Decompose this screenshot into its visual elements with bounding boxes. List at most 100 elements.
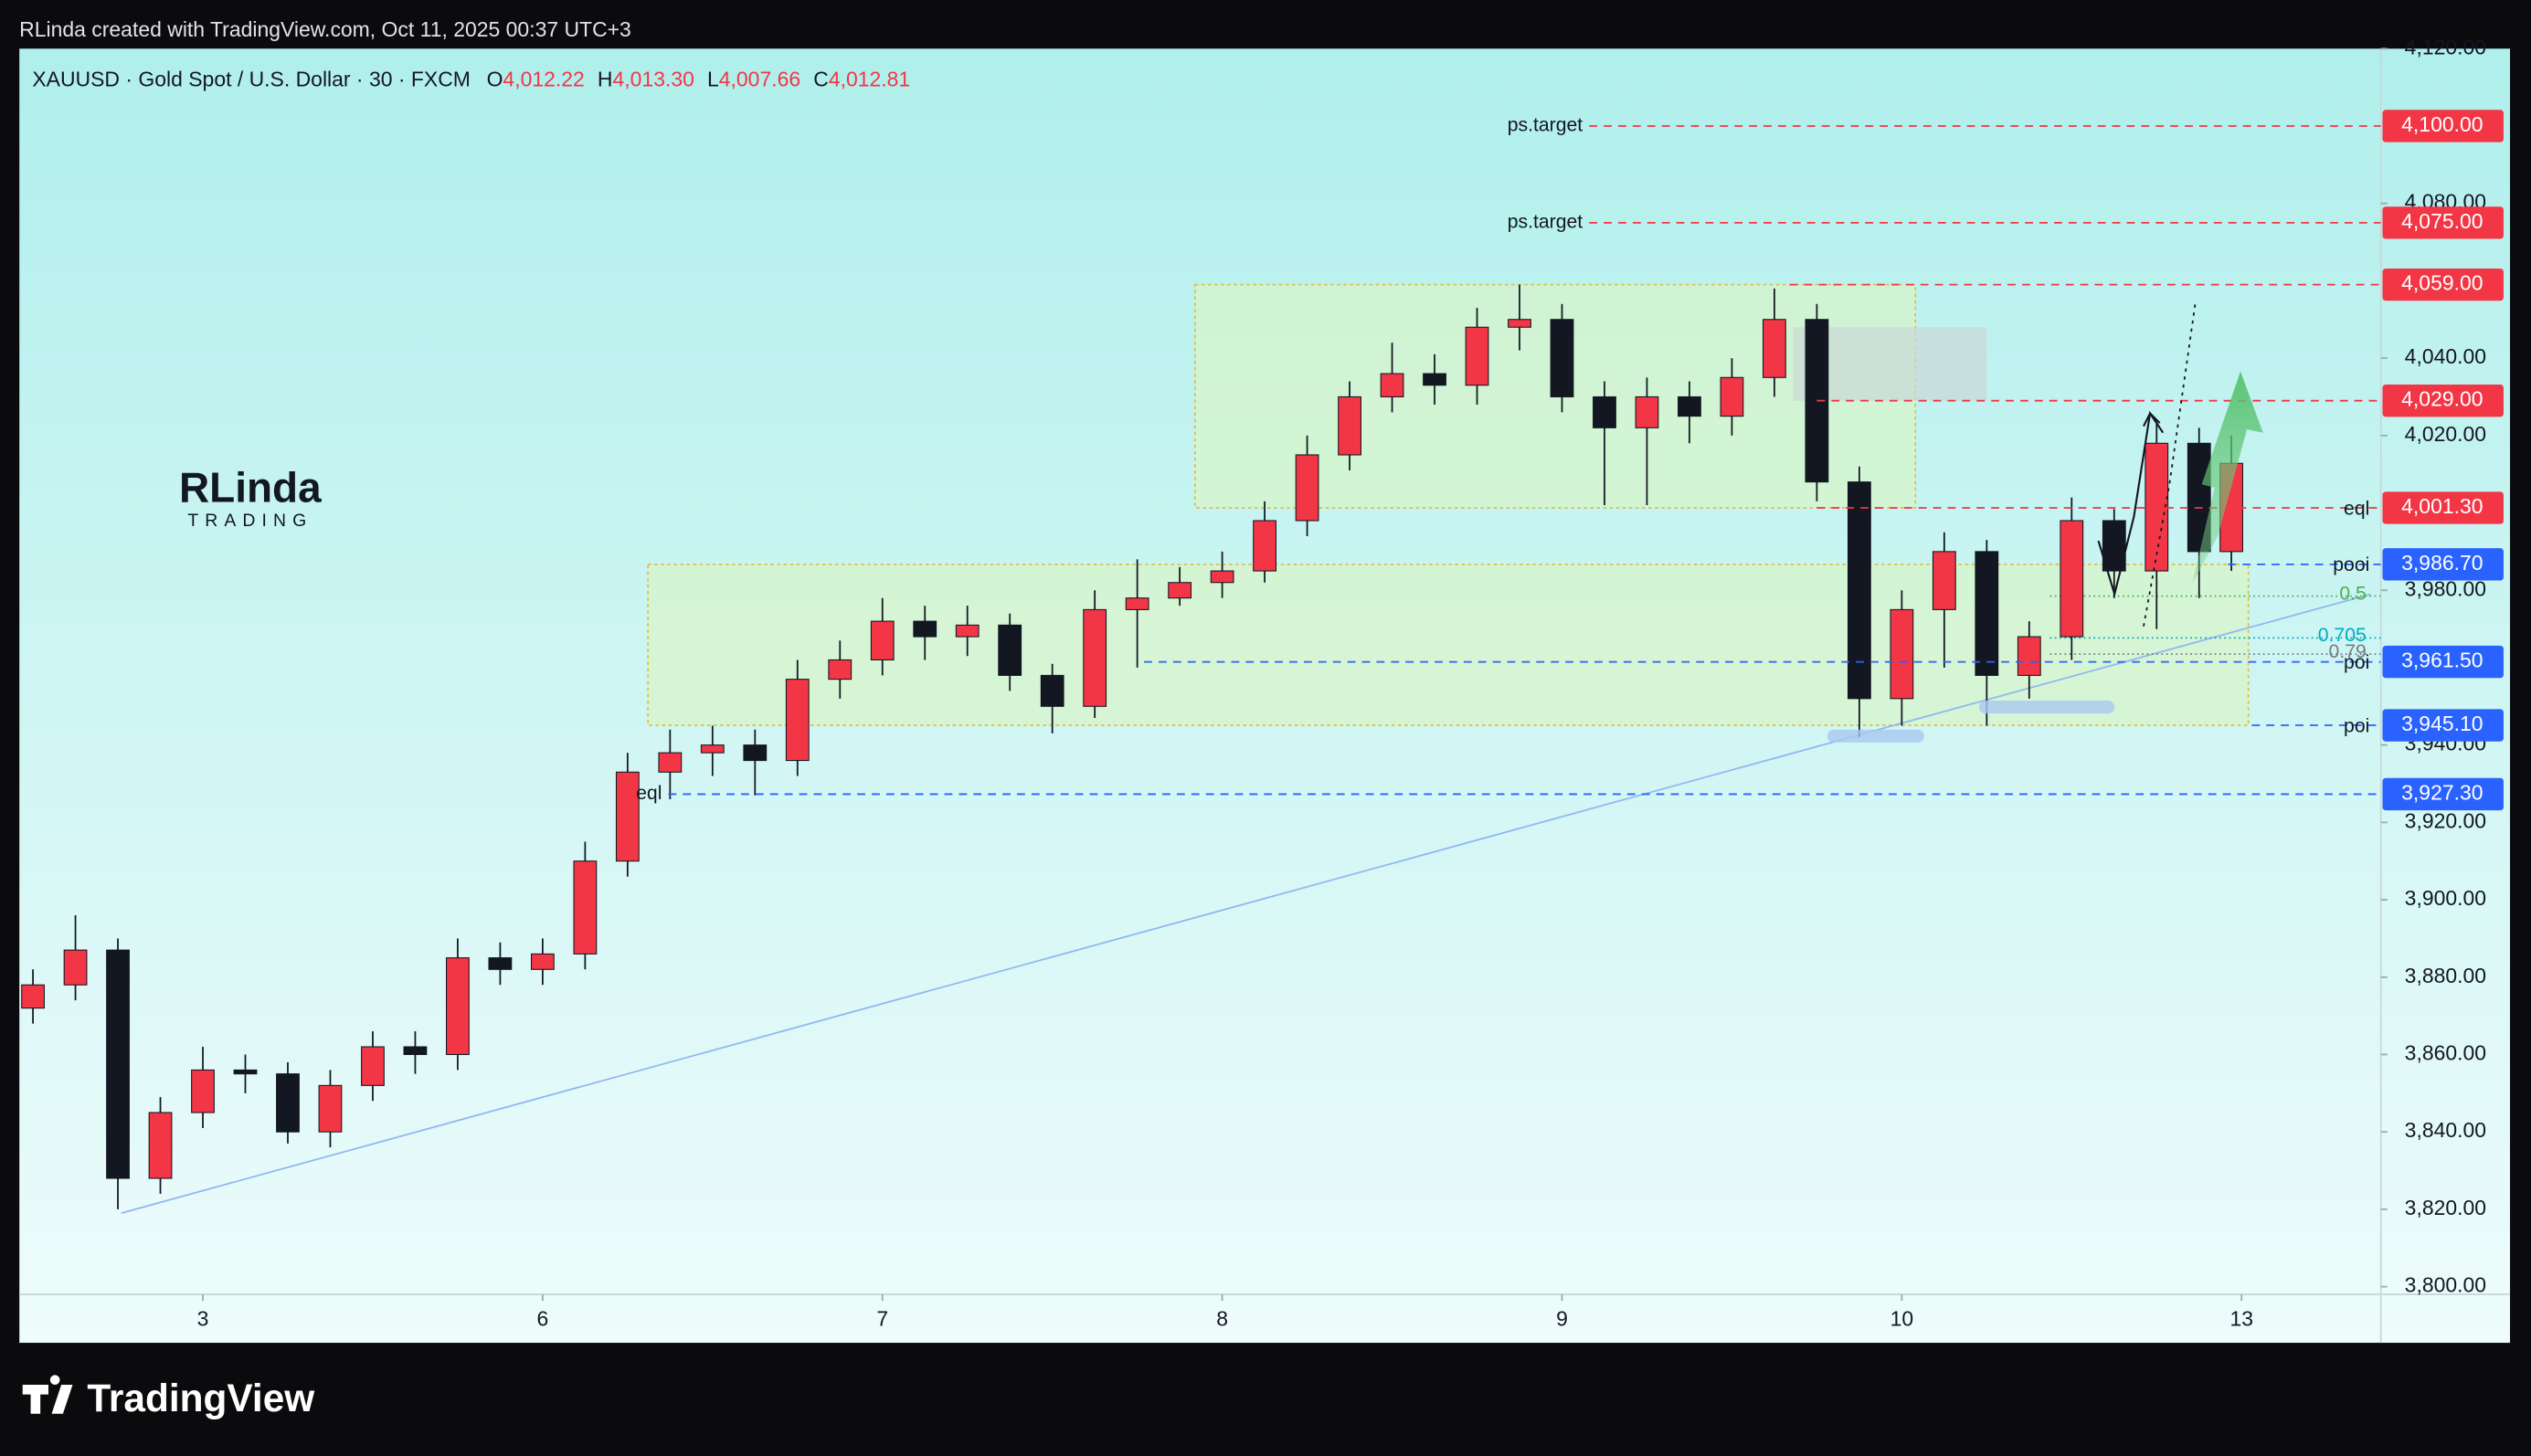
candle-body — [573, 860, 598, 955]
ohlc-value: 4,007.66 — [719, 68, 800, 91]
y-tick-label: 3,920.00 — [2405, 808, 2486, 832]
candle-body — [21, 984, 45, 1009]
caption: RLinda created with TradingView.com, Oct… — [19, 17, 631, 41]
candle-body — [1890, 608, 1914, 700]
candle-body — [1210, 570, 1234, 584]
price-label-box — [2382, 777, 2504, 811]
ohlc-name: L — [707, 68, 719, 91]
projection-path — [2097, 410, 2165, 598]
candle-body — [1423, 373, 1446, 386]
candle-body — [1763, 319, 1786, 378]
x-tick-label: 7 — [876, 1306, 888, 1330]
candle-body — [615, 771, 640, 862]
candle-body — [403, 1046, 428, 1056]
candle-body — [828, 659, 852, 681]
ohlc-name: C — [813, 68, 829, 91]
y-tick-label: 3,800.00 — [2405, 1273, 2486, 1297]
y-tick-label: 3,900.00 — [2405, 886, 2486, 910]
price-label: 3,986.70 — [2401, 551, 2483, 575]
candle-body — [1678, 396, 1701, 417]
candle-body — [1465, 326, 1489, 386]
price-label-box — [2382, 110, 2504, 142]
candle-body — [1338, 396, 1361, 456]
level-text: pooi — [2333, 554, 2369, 575]
drawings — [1827, 303, 2263, 743]
price-label-box — [2382, 548, 2504, 581]
candle-body — [785, 679, 810, 762]
price-label-box — [2382, 709, 2504, 742]
candle-body — [361, 1046, 385, 1086]
candle-body — [1168, 582, 1192, 599]
candle-body — [1593, 396, 1616, 428]
symbol-line: XAUUSD · Gold Spot / U.S. Dollar · 30 · … — [32, 68, 910, 91]
candle-body — [233, 1069, 258, 1075]
candle-body — [318, 1084, 343, 1133]
watermark: RLinda TRADING — [179, 463, 322, 531]
candle-body — [2060, 520, 2084, 638]
candle-body — [530, 953, 555, 970]
ohlc-value: 4,013.30 — [613, 68, 694, 91]
candle-body — [743, 744, 768, 762]
candle-body — [1635, 396, 1659, 428]
level-text: poi — [2344, 652, 2369, 673]
price-label-box — [2382, 491, 2504, 524]
liquidity-marker — [1827, 729, 1924, 743]
fib-label: 0.5 — [2339, 583, 2366, 604]
y-tick-label: 4,020.00 — [2405, 422, 2486, 446]
candle-body — [1550, 319, 1574, 397]
price-label: 4,059.00 — [2401, 271, 2483, 295]
logo-icon — [22, 1375, 73, 1414]
price-label: 4,001.30 — [2401, 494, 2483, 518]
price-label-box — [2382, 385, 2504, 417]
level-text: ps.target — [1508, 115, 1583, 136]
y-tick-label: 4,120.00 — [2405, 35, 2486, 58]
candle-body — [913, 620, 937, 638]
candle-body — [1508, 319, 1531, 328]
y-tick-label: 3,820.00 — [2405, 1196, 2486, 1219]
ohlc-name: O — [487, 68, 503, 91]
candle-body — [998, 624, 1022, 676]
price-label-box — [2382, 645, 2504, 679]
arrow-head — [2143, 411, 2161, 427]
y-tick-label: 4,040.00 — [2405, 344, 2486, 368]
candle-body — [955, 624, 980, 638]
fib-label: 0.79 — [2329, 641, 2367, 662]
candle-body — [658, 752, 683, 773]
candle-body — [1253, 520, 1277, 572]
candle-body — [700, 744, 725, 754]
footer-text: TradingView — [87, 1377, 315, 1419]
candle-body — [446, 957, 470, 1056]
candle-body — [106, 949, 130, 1179]
overlay: 3,800.00 3,820.00 3,840.00 3,860.00 3,880.00… — [197, 35, 2504, 1330]
y-tick-label: 3,980.00 — [2405, 576, 2486, 600]
price-label: 4,100.00 — [2401, 112, 2483, 136]
symbol-title: XAUUSD · Gold Spot / U.S. Dollar · 30 · … — [32, 68, 471, 91]
level-text: ps.target — [1508, 211, 1583, 232]
price-label: 4,075.00 — [2401, 209, 2483, 233]
candle-body — [2017, 636, 2041, 676]
candle-body — [148, 1112, 173, 1179]
candle-body — [1932, 551, 1956, 610]
plot-area — [21, 125, 2381, 1214]
x-tick-label: 8 — [1216, 1306, 1228, 1330]
ohlc-name: H — [598, 68, 613, 91]
ohlc-value: 4,012.22 — [503, 68, 584, 91]
x-tick-label: 10 — [1890, 1306, 1914, 1330]
fib-label: 0.705 — [2318, 625, 2367, 646]
y-tick-label: 3,840.00 — [2405, 1118, 2486, 1142]
candle-body — [1125, 597, 1149, 610]
candle-body — [1975, 551, 1999, 676]
x-tick-label: 13 — [2229, 1306, 2253, 1330]
candle-body — [191, 1069, 215, 1113]
price-label: 3,927.30 — [2401, 780, 2483, 804]
watermark-text: RLinda — [179, 463, 322, 511]
header: XAUUSD · Gold Spot / U.S. Dollar · 30 · … — [32, 68, 910, 91]
price-label: 3,961.50 — [2401, 649, 2483, 672]
candle-body — [1847, 481, 1871, 700]
x-tick-label: 9 — [1556, 1306, 1568, 1330]
ohlc-value: 4,012.81 — [829, 68, 910, 91]
x-tick-label: 6 — [536, 1306, 548, 1330]
candle-body — [1380, 373, 1404, 397]
